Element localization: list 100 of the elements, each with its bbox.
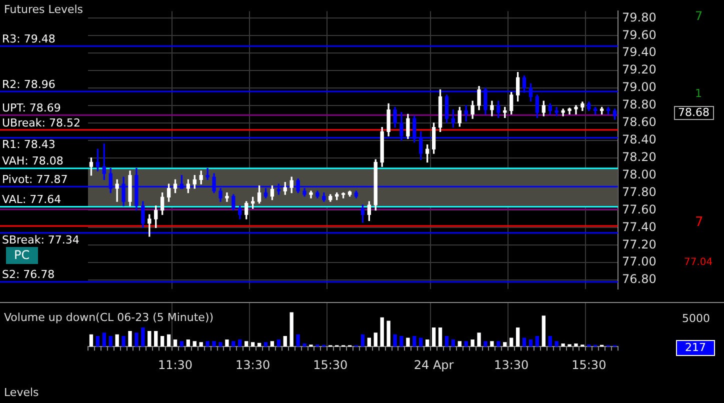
bar [568, 344, 572, 347]
bar [360, 334, 365, 347]
x-tick-label: 15:30 [572, 358, 606, 372]
bar [128, 330, 132, 347]
y-tick-label: 77.40 [622, 220, 656, 234]
bar [406, 338, 410, 347]
ref-line-label: R1: 78.43 [2, 138, 56, 152]
bar [438, 328, 442, 347]
bar [250, 342, 255, 347]
bar [503, 342, 507, 347]
bar [554, 341, 558, 347]
bar [444, 336, 449, 347]
y-tick-label: 79.40 [622, 45, 656, 60]
x-tick-label: 13:30 [494, 358, 529, 372]
ref-line-label: S2: 76.78 [2, 268, 55, 282]
ref-line-label: VAL: 77.64 [2, 193, 62, 206]
bar [400, 336, 404, 347]
chart-title: Volume up down(CL 06-23 (5 Minute)) [4, 311, 214, 324]
bar [212, 341, 216, 347]
bar [484, 341, 488, 347]
y-tick-label: 79.20 [622, 62, 656, 77]
y-tick-label: 77.60 [622, 202, 656, 216]
y-tick-label: 79.80 [622, 10, 656, 24]
bar [490, 341, 494, 347]
bar [510, 338, 514, 347]
y-tick-label: 78.80 [622, 98, 656, 112]
bar [393, 334, 397, 347]
text: Levels [4, 386, 39, 400]
bar [270, 341, 274, 347]
bar [419, 338, 423, 347]
bar [115, 334, 119, 347]
bar [160, 336, 164, 347]
ref-line-label: UBreak: 78.52 [2, 116, 80, 130]
bar [96, 336, 100, 347]
y-tick-label: 78.20 [622, 150, 656, 164]
bar [232, 341, 236, 347]
bar [238, 339, 242, 347]
y-tick-label: 78.00 [622, 167, 656, 182]
ref-line-label: VAH: 78.08 [2, 154, 64, 168]
y-tick-label: 77.20 [622, 237, 656, 252]
bar [432, 328, 436, 347]
x-tick-label: 24 Apr [414, 358, 454, 372]
ref-line-label: UPT: 78.69 [2, 101, 61, 114]
bar [477, 332, 481, 347]
bar [89, 334, 94, 347]
bar [535, 336, 540, 347]
x-tick-label: 15:30 [313, 358, 348, 372]
bar [302, 344, 306, 347]
text: 7 [695, 215, 704, 230]
y-tick-label: 79.60 [622, 28, 656, 42]
y-tick-label: 78.60 [622, 115, 656, 130]
bar [206, 341, 210, 347]
bar [496, 341, 500, 347]
text: 1 [695, 87, 702, 100]
bar [283, 336, 287, 347]
y-tick-label: 79.00 [622, 80, 656, 94]
bar [458, 341, 462, 347]
bar [561, 344, 565, 347]
bar [122, 336, 126, 347]
text: 217 [676, 340, 715, 356]
bar [166, 334, 171, 347]
bar [290, 312, 294, 347]
bar [108, 336, 112, 347]
y-tick-label: 77.80 [622, 184, 656, 199]
ref-line-label: R3: 79.48 [2, 32, 56, 46]
y-tick-label: 77.00 [622, 254, 656, 269]
bar [380, 317, 384, 347]
bar [542, 316, 546, 347]
candlestick [574, 105, 578, 115]
bar [276, 339, 280, 347]
bar [412, 336, 416, 347]
bar [192, 341, 196, 347]
bar [180, 341, 184, 347]
bar [218, 342, 222, 347]
bar [199, 342, 203, 347]
candlestick [206, 168, 210, 180]
bar [173, 339, 178, 347]
bar [134, 332, 138, 347]
bar [574, 344, 578, 347]
ref-line-label: R2: 78.96 [2, 78, 56, 91]
y-tick-label: 78.40 [622, 132, 656, 147]
text: 7 [695, 9, 703, 24]
bar [367, 338, 371, 347]
bar [148, 330, 152, 347]
bar [386, 320, 390, 347]
bar [186, 339, 190, 347]
candlestick [225, 192, 229, 202]
bar [264, 342, 268, 347]
bar [522, 338, 526, 347]
bar [470, 339, 474, 347]
bar [141, 328, 145, 347]
x-tick-label: 13:30 [236, 358, 270, 372]
y-tick-label: 76.80 [622, 272, 656, 286]
bar [516, 328, 520, 347]
bar [244, 341, 248, 347]
bar [426, 339, 430, 347]
pc-button: PC [6, 247, 38, 264]
text: 78.68 [674, 106, 714, 120]
text: 5000 [682, 312, 710, 326]
bar [464, 341, 468, 347]
